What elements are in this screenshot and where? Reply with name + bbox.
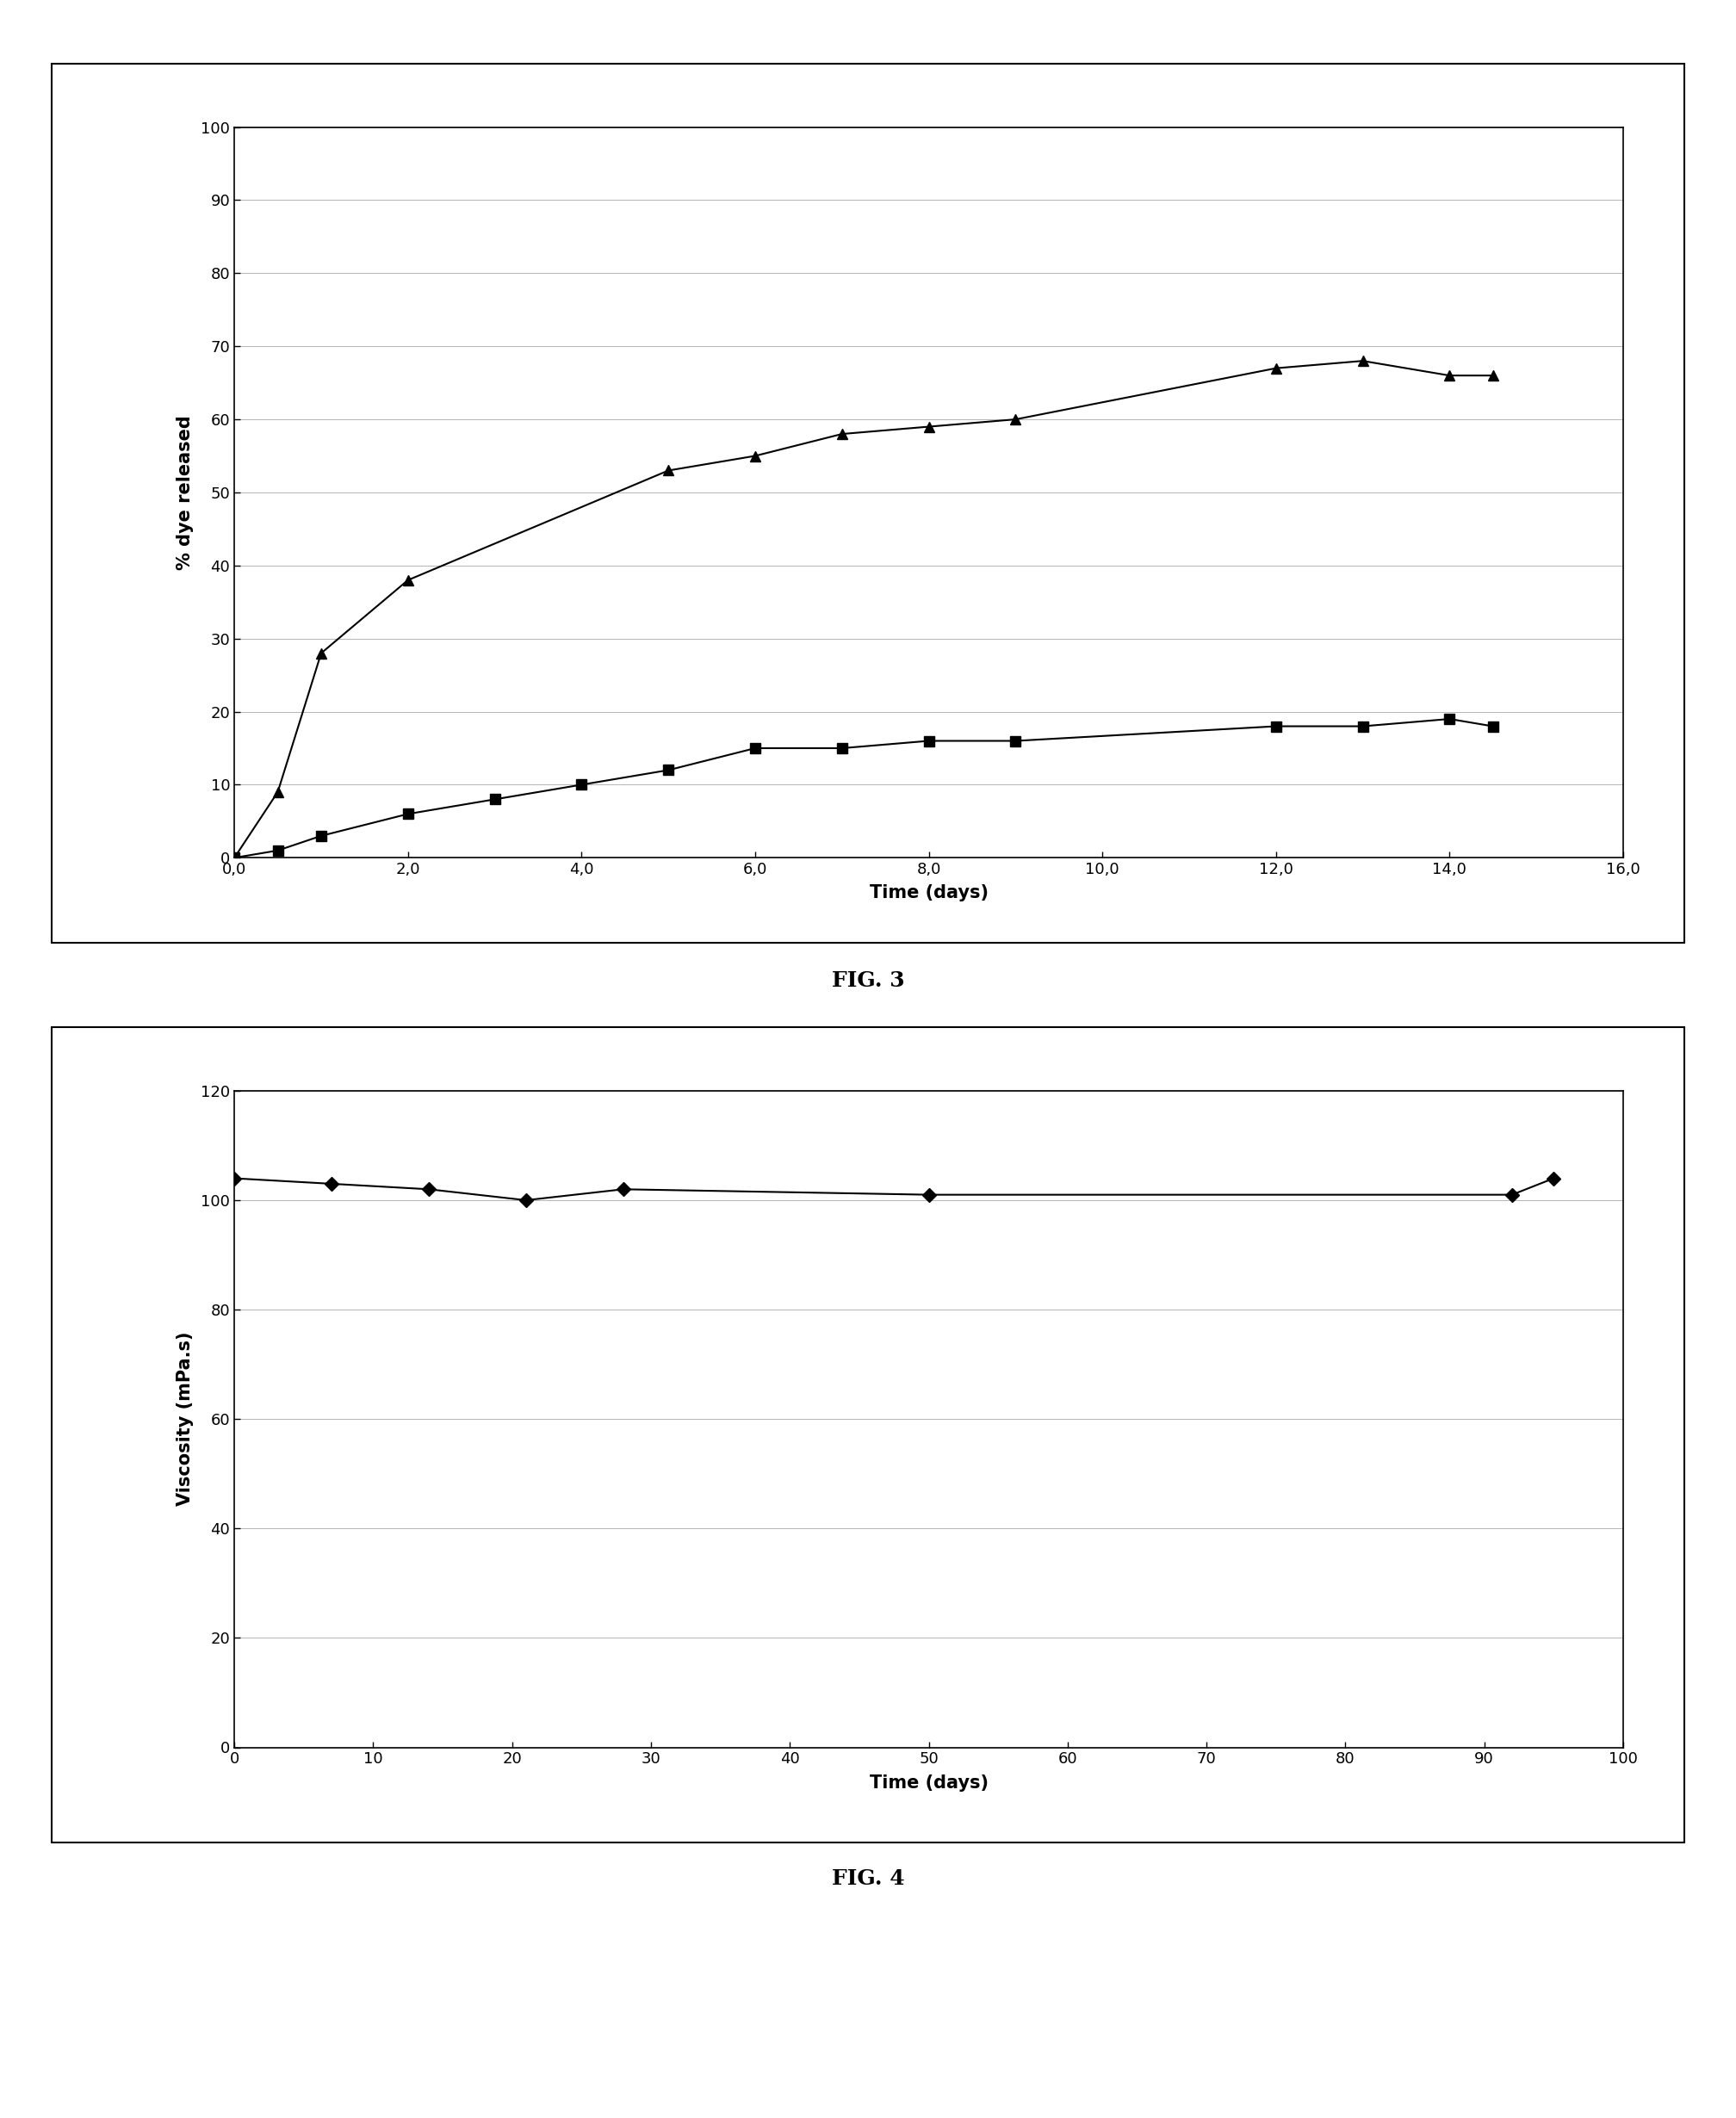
X-axis label: Time (days): Time (days) (870, 1775, 988, 1792)
Y-axis label: Viscosity (mPa.s): Viscosity (mPa.s) (177, 1332, 194, 1506)
X-axis label: Time (days): Time (days) (870, 885, 988, 902)
Text: FIG. 4: FIG. 4 (832, 1868, 904, 1889)
Text: FIG. 3: FIG. 3 (832, 970, 904, 991)
Y-axis label: % dye released: % dye released (177, 415, 194, 570)
